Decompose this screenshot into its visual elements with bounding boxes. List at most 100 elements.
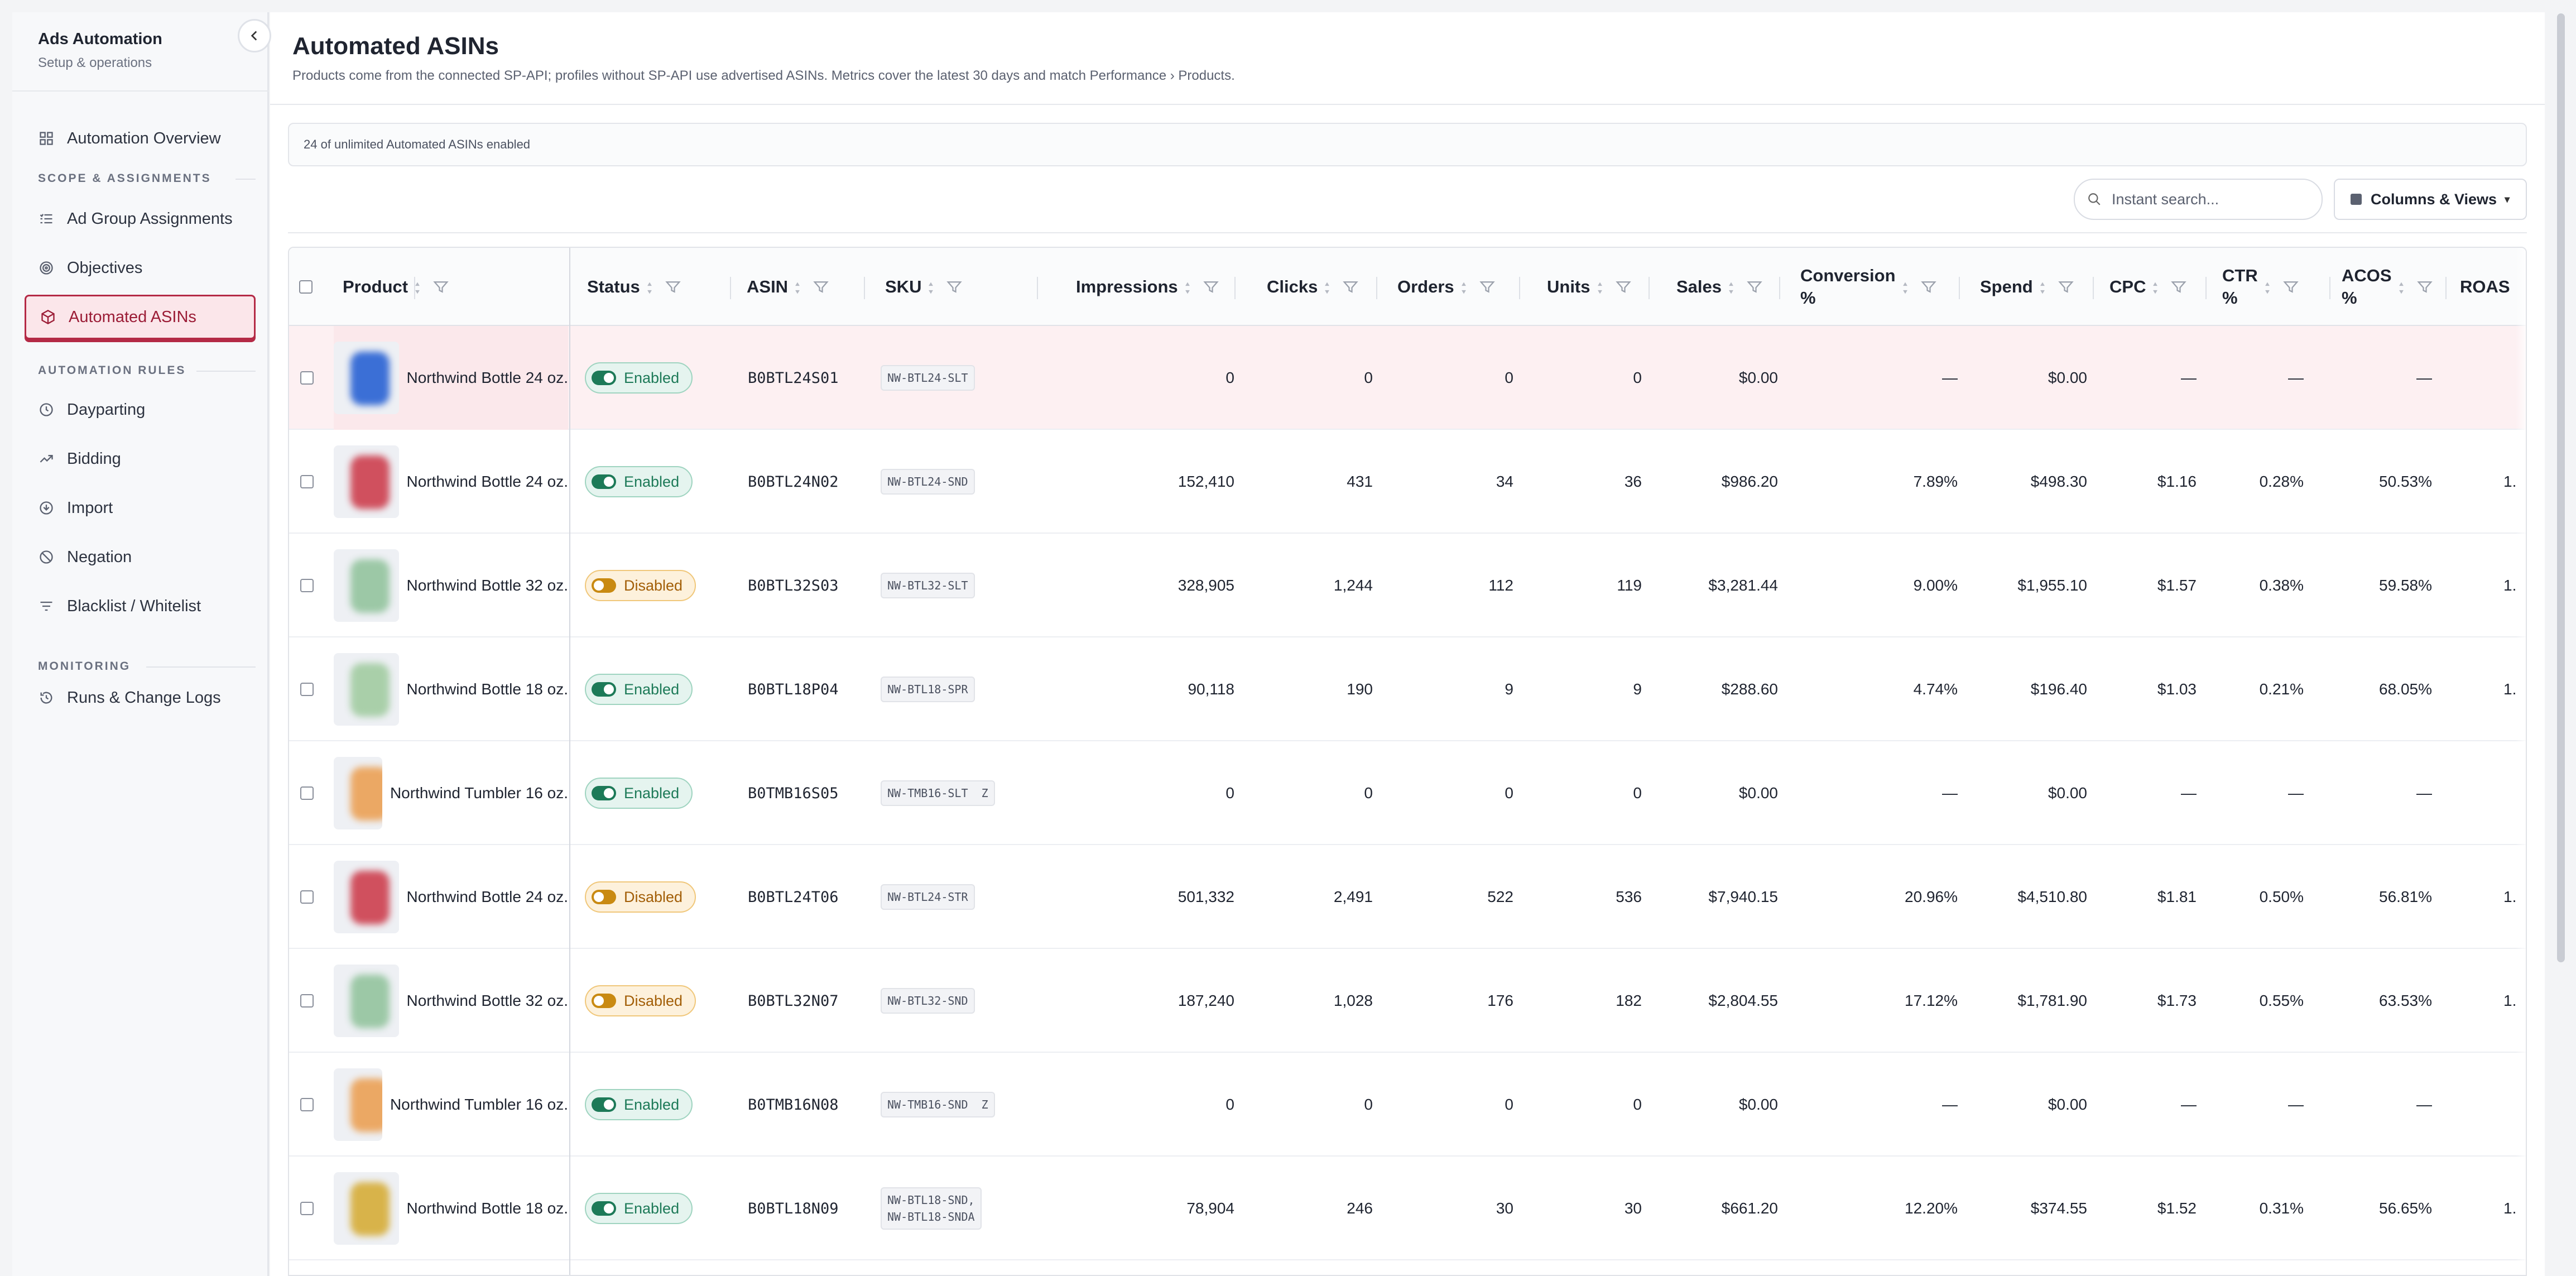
search-box[interactable] xyxy=(2074,179,2323,220)
column-resize-handle[interactable] xyxy=(1037,277,1038,299)
filter-icon[interactable] xyxy=(2282,279,2299,295)
column-resize-handle[interactable] xyxy=(2445,277,2447,299)
column-resize-handle[interactable] xyxy=(414,277,415,299)
filter-icon[interactable] xyxy=(665,279,681,295)
status-toggle-badge[interactable]: Enabled xyxy=(585,1089,693,1120)
column-header-spend[interactable]: Spend xyxy=(1980,248,2074,326)
product-cell[interactable]: Northwind Bottle 32 oz. xyxy=(334,534,568,637)
product-name[interactable]: Northwind Tumbler 16 oz. xyxy=(390,784,568,802)
filter-icon[interactable] xyxy=(2058,279,2074,295)
product-name[interactable]: Northwind Bottle 24 oz. xyxy=(406,888,569,905)
column-resize-handle[interactable] xyxy=(1959,277,1960,299)
table-row[interactable]: Northwind Bottle 18 oz. Enabled B0BTL18N09… xyxy=(289,1157,2526,1260)
product-cell[interactable]: Northwind Bottle 24 oz. xyxy=(334,845,568,949)
table-row[interactable]: Northwind Bottle 32 oz. Disabled B0BTL32N0… xyxy=(289,949,2526,1053)
sidebar-item-dayparting[interactable]: Dayparting xyxy=(25,387,256,432)
sort-icon[interactable] xyxy=(2397,280,2405,294)
status-toggle-badge[interactable]: Disabled xyxy=(585,881,696,913)
status-toggle-badge[interactable]: Disabled xyxy=(585,985,696,1016)
status-toggle-badge[interactable]: Enabled xyxy=(585,674,693,705)
sidebar-item-automation-overview[interactable]: Automation Overview xyxy=(25,116,256,161)
column-resize-handle[interactable] xyxy=(1519,277,1520,299)
filter-icon[interactable] xyxy=(1920,279,1937,295)
sidebar-item-automated-asins[interactable]: Automated ASINs xyxy=(25,295,256,339)
product-cell[interactable]: Northwind Bottle 18 oz. xyxy=(334,637,568,741)
table-row[interactable]: Northwind Bottle 32 oz. Disabled B0BTL32S0… xyxy=(289,534,2526,637)
sidebar-item-bidding[interactable]: Bidding xyxy=(25,436,256,481)
sort-icon[interactable] xyxy=(414,280,421,294)
sort-icon[interactable] xyxy=(2039,280,2046,294)
status-toggle-badge[interactable]: Enabled xyxy=(585,362,693,394)
row-checkbox[interactable] xyxy=(300,1098,314,1111)
column-header-units[interactable]: Units xyxy=(1547,248,1632,326)
status-toggle-badge[interactable]: Disabled xyxy=(585,570,696,601)
product-name[interactable]: Northwind Bottle 18 oz. xyxy=(406,1200,569,1217)
table-row[interactable]: Northwind Tumbler 16 oz. Enabled B0TMB16N0… xyxy=(289,1053,2526,1157)
filter-icon[interactable] xyxy=(1342,279,1359,295)
product-name[interactable]: Northwind Bottle 32 oz. xyxy=(406,577,569,594)
filter-icon[interactable] xyxy=(1479,279,1496,295)
column-resize-handle[interactable] xyxy=(2093,277,2094,299)
product-cell[interactable]: Northwind Bottle 24 oz. xyxy=(334,430,568,534)
column-header-asin[interactable]: ASIN xyxy=(747,248,829,326)
sidebar-item-import[interactable]: Import xyxy=(25,486,256,530)
sidebar-item-negation[interactable]: Negation xyxy=(25,535,256,579)
status-toggle-badge[interactable]: Enabled xyxy=(585,1193,693,1224)
column-header-acos[interactable]: ACOS% xyxy=(2342,248,2433,326)
filter-icon[interactable] xyxy=(813,279,829,295)
status-toggle-badge[interactable]: Enabled xyxy=(585,466,693,497)
product-cell[interactable]: Northwind Bottle 24 oz. xyxy=(334,326,568,430)
search-input[interactable] xyxy=(2112,190,2313,208)
filter-icon[interactable] xyxy=(1746,279,1763,295)
row-checkbox[interactable] xyxy=(300,786,314,800)
product-cell[interactable]: Northwind Tumbler 16 oz. xyxy=(334,1053,568,1157)
row-checkbox[interactable] xyxy=(300,994,314,1008)
product-name[interactable]: Northwind Bottle 24 oz. xyxy=(406,369,569,386)
column-resize-handle[interactable] xyxy=(2205,277,2207,299)
column-header-sku[interactable]: SKU xyxy=(885,248,963,326)
sidebar-item-ad-group-assignments[interactable]: Ad Group Assignments xyxy=(25,196,256,241)
column-header-product[interactable]: Product xyxy=(343,248,449,326)
sort-icon[interactable] xyxy=(1184,280,1191,294)
column-header-orders[interactable]: Orders xyxy=(1397,248,1496,326)
table-row[interactable]: Northwind Bottle 18 oz. Enabled B0BTL18P04… xyxy=(289,637,2526,741)
select-all-checkbox[interactable] xyxy=(299,280,313,294)
filter-icon[interactable] xyxy=(2416,279,2433,295)
product-cell[interactable]: Northwind Bottle 18 oz. xyxy=(334,1157,568,1260)
table-row[interactable]: Northwind Bottle 24 oz. Enabled B0BTL24N02… xyxy=(289,430,2526,534)
filter-icon[interactable] xyxy=(432,279,449,295)
column-header-sales[interactable]: Sales xyxy=(1676,248,1763,326)
row-checkbox[interactable] xyxy=(300,890,314,904)
column-resize-handle[interactable] xyxy=(730,277,731,299)
column-header-clicks[interactable]: Clicks xyxy=(1267,248,1359,326)
sort-icon[interactable] xyxy=(2263,280,2271,294)
sort-icon[interactable] xyxy=(1323,280,1331,294)
column-header-roas[interactable]: ROAS xyxy=(2460,248,2510,326)
column-header-status[interactable]: Status xyxy=(587,248,681,326)
product-name[interactable]: Northwind Bottle 32 oz. xyxy=(406,992,569,1009)
table-row[interactable]: Northwind Tumbler 16 oz. Enabled B0TMB16S0… xyxy=(289,741,2526,845)
table-row[interactable]: Northwind Bottle 24 oz. Enabled B0BTL24S01… xyxy=(289,326,2526,430)
sort-icon[interactable] xyxy=(1901,280,1909,294)
row-checkbox[interactable] xyxy=(300,475,314,488)
column-resize-handle[interactable] xyxy=(1234,277,1236,299)
column-resize-handle[interactable] xyxy=(1779,277,1780,299)
sort-icon[interactable] xyxy=(927,280,935,294)
row-checkbox[interactable] xyxy=(300,683,314,696)
sort-icon[interactable] xyxy=(794,280,801,294)
column-header-cpc[interactable]: CPC xyxy=(2109,248,2187,326)
column-resize-handle[interactable] xyxy=(2329,277,2330,299)
column-header-conversion[interactable]: Conversion% xyxy=(1800,248,1937,326)
sidebar-item-objectives[interactable]: Objectives xyxy=(25,246,256,290)
column-resize-handle[interactable] xyxy=(1649,277,1650,299)
sidebar-item-blacklist-whitelist[interactable]: Blacklist / Whitelist xyxy=(25,584,256,629)
filter-icon[interactable] xyxy=(1615,279,1632,295)
column-resize-handle[interactable] xyxy=(864,277,865,299)
row-checkbox[interactable] xyxy=(300,579,314,592)
row-checkbox[interactable] xyxy=(300,1202,314,1215)
sort-icon[interactable] xyxy=(1727,280,1735,294)
collapse-sidebar-button[interactable] xyxy=(238,19,271,52)
sort-icon[interactable] xyxy=(1460,280,1468,294)
vertical-scrollbar[interactable] xyxy=(2557,13,2565,962)
column-header-impressions[interactable]: Impressions xyxy=(1076,248,1219,326)
